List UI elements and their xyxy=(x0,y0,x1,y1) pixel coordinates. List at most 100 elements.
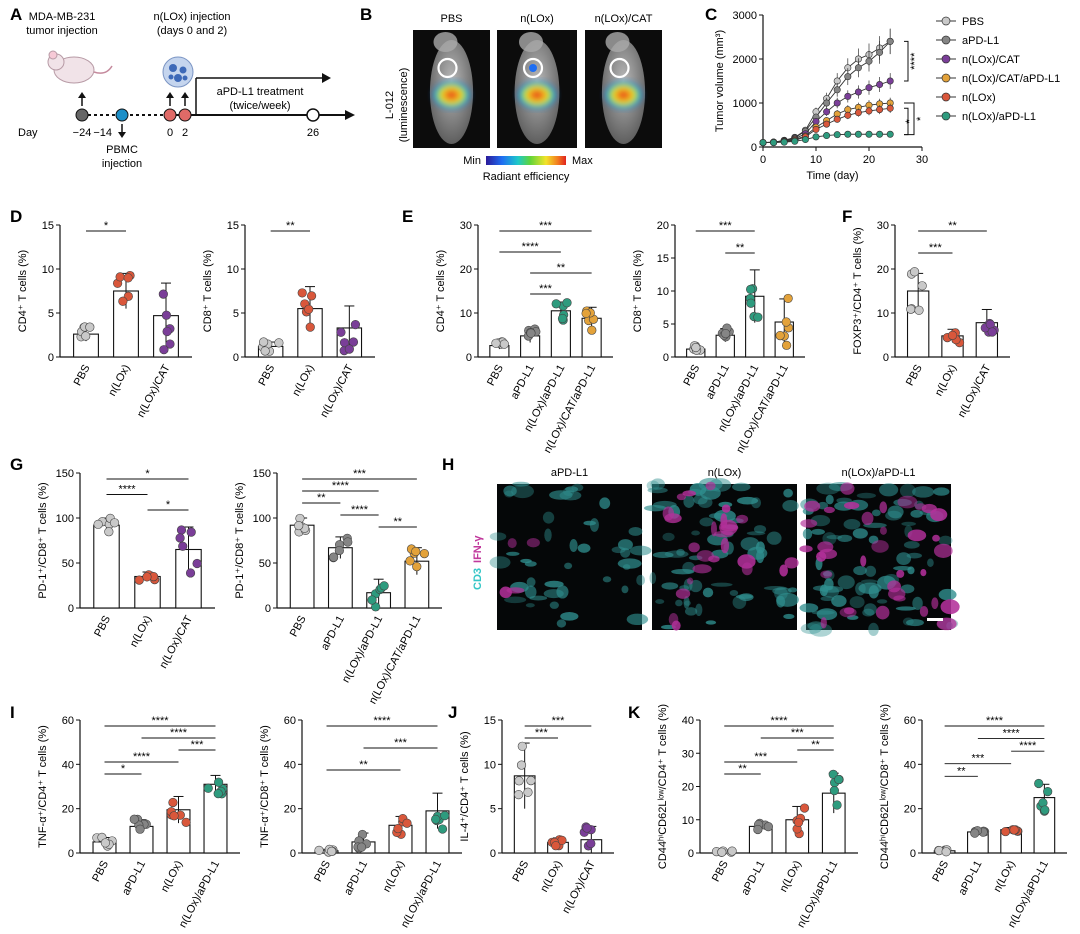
bar-ytick: 10 xyxy=(682,815,694,827)
bar-category-label: PBS xyxy=(510,859,531,884)
bar-category-label: aPD-L1 xyxy=(509,363,537,402)
bar-dot xyxy=(491,338,501,348)
bar-ytick: 15 xyxy=(42,220,54,232)
c-point xyxy=(833,115,841,123)
bar-dot xyxy=(753,824,763,835)
bar-category-label: n(LOx)/CAT xyxy=(135,363,173,420)
bar-dot xyxy=(586,838,596,849)
bar-dot xyxy=(691,342,701,353)
b-group-label: n(LOx)/CAT xyxy=(595,13,653,25)
bar-category-label: n(LOx) xyxy=(128,614,154,649)
bar-ylabel: PD-1⁺/CD8⁺ T cells (%) xyxy=(37,482,49,598)
c-point xyxy=(865,107,873,115)
c-point xyxy=(759,139,767,147)
c-point xyxy=(833,99,841,107)
panel-c: C 0 1000 2000 3000 0 10 20 30 Time (day) Tumor vo… xyxy=(705,5,1060,182)
bar-dot xyxy=(557,313,568,324)
bar-category-label: n(LOx)/aPD-L1 xyxy=(399,859,444,930)
bar-dot xyxy=(834,774,844,785)
day-minus14: −14 xyxy=(93,127,112,139)
day-0: 0 xyxy=(167,127,173,139)
bar-dot xyxy=(947,330,958,340)
bar-dot xyxy=(412,561,422,572)
bar-dot xyxy=(159,345,169,355)
sig-stars: **** xyxy=(1003,728,1021,740)
sig-stars: ** xyxy=(948,220,957,232)
bar-dot xyxy=(783,293,793,304)
bar-ytick: 40 xyxy=(284,759,296,771)
bar-dot xyxy=(297,288,307,298)
sig-stars: **** xyxy=(118,484,136,496)
c-point xyxy=(833,86,841,94)
bar-ytick: 5 xyxy=(48,308,54,320)
c-point xyxy=(833,131,841,139)
bar-ylabel: CD44ʰⁱCD62Lˡᵒʷ/CD4⁺ T cells (%) xyxy=(657,704,669,869)
bar-dot xyxy=(176,525,187,535)
bar-ytick: 0 xyxy=(68,848,74,860)
sig-stars: *** xyxy=(191,739,205,751)
panel-label-e: E xyxy=(402,207,413,226)
bar-dot xyxy=(941,847,951,857)
bar-chart-i-8: 0 20 40 60 TNF-α⁺/CD8⁺ T cells (%) PBS aPD-L1 n… xyxy=(259,715,462,930)
c-point xyxy=(886,104,894,112)
panel-label-i: I xyxy=(10,703,15,722)
bar-ytick: 10 xyxy=(657,286,669,298)
bar-ytick: 0 xyxy=(290,848,296,860)
bar-dot xyxy=(169,811,179,821)
bar-ytick: 0 xyxy=(910,848,916,860)
bar-dot xyxy=(727,846,737,856)
b-image-pbs xyxy=(413,30,490,148)
sig-stars: *** xyxy=(719,220,733,232)
bar-chart-d-0: 0 5 10 15 CD4⁺ T cells (%) PBS n(LOx) n(LOx)/CA… xyxy=(17,220,192,419)
bar-ytick: 60 xyxy=(904,715,916,727)
bar-ytick: 30 xyxy=(460,220,472,232)
bar-dot xyxy=(118,296,128,306)
bar-dot xyxy=(514,776,524,786)
bar-dot xyxy=(129,814,139,824)
day-label: Day xyxy=(18,127,38,139)
bar-ytick: 40 xyxy=(62,759,74,771)
sig-stars: *** xyxy=(539,283,553,295)
bar-ytick: 60 xyxy=(284,715,296,727)
bar-dot xyxy=(339,338,350,348)
bar-category-label: n(LOx) xyxy=(991,859,1017,894)
bar-category-label: aPD-L1 xyxy=(342,859,370,898)
b-ylabel-line2: (luminescence) xyxy=(398,68,410,143)
radiant-efficiency-colorbar xyxy=(486,156,566,165)
sig-stars: *** xyxy=(929,242,943,254)
bar-ylabel: TNF-α⁺/CD8⁺ T cells (%) xyxy=(259,725,271,848)
bar-dot xyxy=(142,572,152,582)
bar-dot xyxy=(917,281,927,291)
c-point xyxy=(865,84,873,92)
bar-chart-k-10: 0 10 20 30 40 CD44ʰⁱCD62Lˡᵒʷ/CD4⁺ T cells (%)… xyxy=(657,704,858,930)
b-image-n-lox- xyxy=(497,30,577,148)
sig-stars: ** xyxy=(736,242,745,254)
bar-ytick: 0 xyxy=(688,848,694,860)
c-point xyxy=(886,130,894,138)
c-series-n-lox-apd-l1 xyxy=(759,130,894,147)
c-xtick: 20 xyxy=(863,154,875,166)
bar-dot xyxy=(109,518,120,528)
bar-ytick: 5 xyxy=(233,308,239,320)
bar-dot xyxy=(746,298,756,308)
bar-chart-j-9: 0 5 10 15 IL-4⁺/CD4⁺ T cells (%) PBS n(LOx)n(L… xyxy=(459,715,614,915)
bar-dot xyxy=(314,845,324,855)
bar-chart-d-1: 0 5 10 15 CD8⁺ T cells (%) PBS n(LOx) n(LOx)/CA… xyxy=(202,220,375,419)
bar-ytick: 20 xyxy=(284,804,296,816)
bar-dot xyxy=(1034,778,1044,789)
c-legend-marker xyxy=(941,35,951,45)
c-xtick: 10 xyxy=(810,154,822,166)
bar-dot xyxy=(158,289,168,299)
bar-ylabel: CD8⁺ T cells (%) xyxy=(632,250,644,332)
bar xyxy=(93,524,120,609)
c-point xyxy=(854,130,862,138)
bar-dot xyxy=(523,787,533,797)
c-legend-label: n(LOx)/CAT/aPD-L1 xyxy=(962,73,1060,85)
c-legend-marker xyxy=(941,16,951,26)
bar-ytick: 20 xyxy=(877,264,889,276)
bar-ytick: 150 xyxy=(253,468,271,480)
bar-ylabel: CD44ʰⁱCD62Lˡᵒʷ/CD8⁺ T cells (%) xyxy=(879,704,891,869)
bar-category-label: PBS xyxy=(288,614,309,639)
bar-dot xyxy=(781,317,791,327)
bar-dot xyxy=(437,824,448,834)
